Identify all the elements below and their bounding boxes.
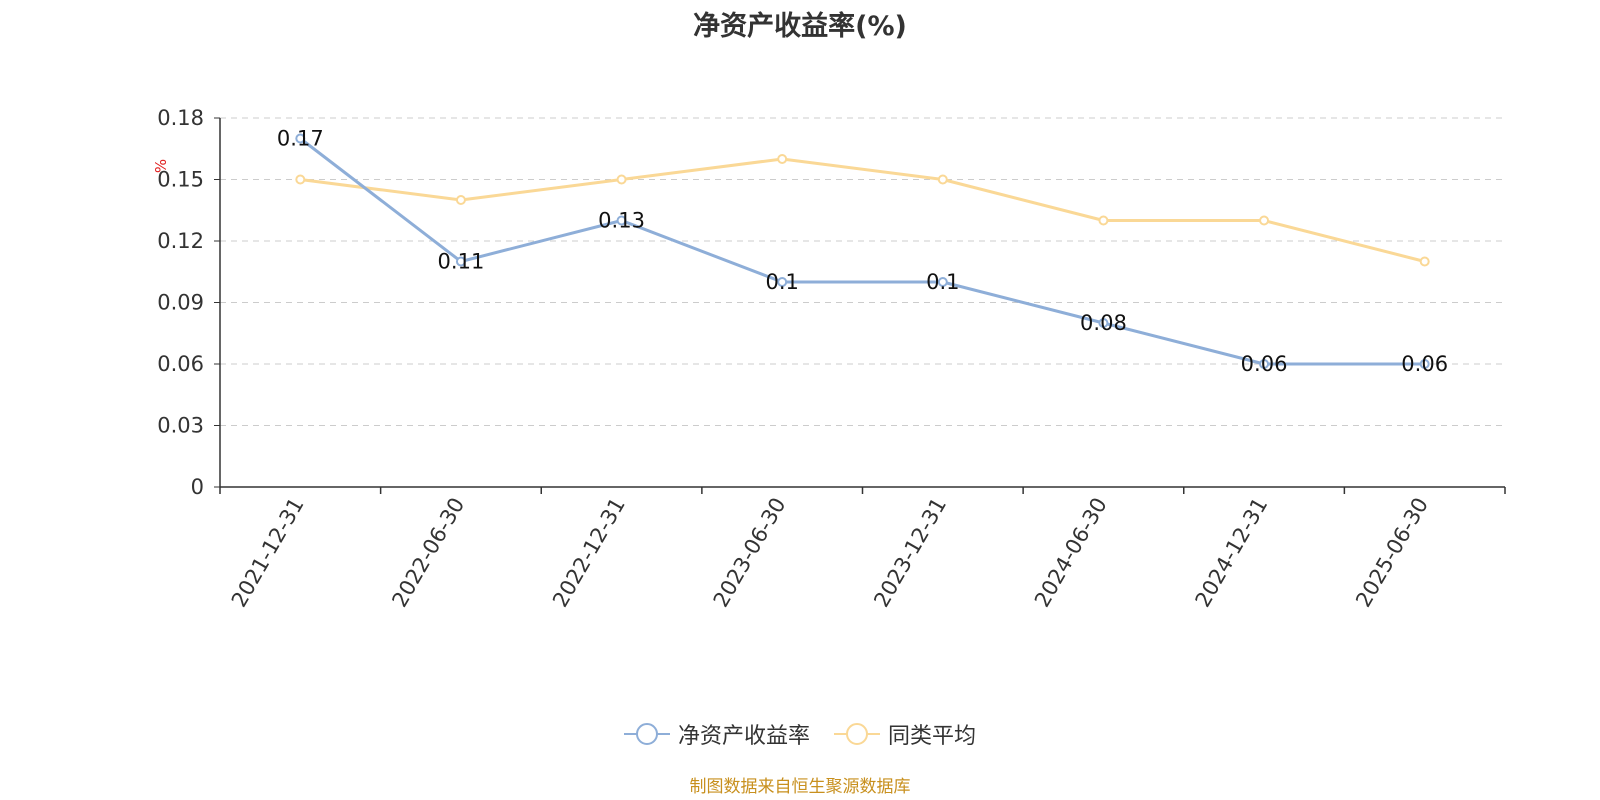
y-tick-label: 0.09 <box>157 291 204 315</box>
series-line <box>300 157 1426 263</box>
series-peer-average <box>295 154 1430 267</box>
data-point <box>937 277 948 287</box>
data-point <box>937 174 948 185</box>
x-tick-label: 2022-06-30 <box>387 494 469 612</box>
data-point <box>1419 256 1430 267</box>
series-roe: 0.17 0.11 0.13 0.1 0.1 0.08 0.06 0.06 <box>277 127 1448 377</box>
y-tick-label: 0.18 <box>157 106 204 130</box>
data-point <box>455 256 466 267</box>
y-tick-label: 0.12 <box>157 229 204 253</box>
y-tick-label: 0.06 <box>157 352 204 376</box>
data-point <box>295 174 306 185</box>
y-tick-label: 0.15 <box>157 168 204 192</box>
data-point <box>455 195 466 205</box>
series-layer: 0.17 0.11 0.13 0.1 0.1 0.08 0.06 0.06 <box>277 127 1448 377</box>
x-tick-label: 2024-12-31 <box>1191 494 1273 612</box>
legend: 净资产收益率 同类平均 <box>0 718 1600 750</box>
data-point <box>1259 215 1270 226</box>
data-point <box>1098 318 1109 328</box>
data-point <box>777 154 788 164</box>
x-tick-label: 2021-12-31 <box>227 494 309 612</box>
x-tick-label: 2022-12-31 <box>548 494 630 612</box>
data-point <box>1259 359 1270 369</box>
legend-label: 净资产收益率 <box>677 724 810 749</box>
x-tick-label: 2024-06-30 <box>1030 494 1112 612</box>
source-note: 制图数据来自恒生聚源数据库 <box>689 777 911 797</box>
data-point <box>616 174 627 185</box>
x-axis: 2021-12-31 2022-06-30 2022-12-31 2023-06-30… <box>219 486 1506 612</box>
legend-marker-icon <box>623 721 670 747</box>
data-label: 0.06 <box>1401 352 1448 376</box>
data-label: 0.11 <box>438 250 485 274</box>
legend-item-peer-average[interactable]: 同类平均 <box>834 718 976 750</box>
data-label: 0.1 <box>926 270 959 294</box>
chart-title: 净资产收益率(%) <box>693 11 907 42</box>
data-point <box>295 133 306 144</box>
grid-lines <box>220 117 1505 426</box>
data-point <box>616 215 627 226</box>
data-label: 0.08 <box>1080 311 1127 335</box>
data-point <box>777 277 788 287</box>
series-line <box>299 137 1425 366</box>
x-tick-label: 2023-06-30 <box>709 494 791 612</box>
data-label: 0.1 <box>765 270 798 294</box>
y-axis: 0 0.03 0.06 0.09 0.12 0.15 0.18 <box>157 106 221 499</box>
legend-label: 同类平均 <box>888 724 977 749</box>
data-label: 0.06 <box>1241 352 1288 376</box>
data-label: 0.13 <box>598 209 645 233</box>
legend-item-roe[interactable]: 净资产收益率 <box>623 718 810 750</box>
legend-marker-icon <box>834 721 880 747</box>
x-tick-label: 2023-12-31 <box>869 494 951 612</box>
y-tick-label: 0.03 <box>157 414 204 438</box>
x-tick-label: 2025-06-30 <box>1351 494 1433 612</box>
data-label: 0.17 <box>277 127 324 151</box>
data-point <box>1098 215 1109 226</box>
y-tick-label: 0 <box>191 475 204 499</box>
y-axis-label: % <box>152 159 170 173</box>
data-point <box>1419 359 1430 369</box>
